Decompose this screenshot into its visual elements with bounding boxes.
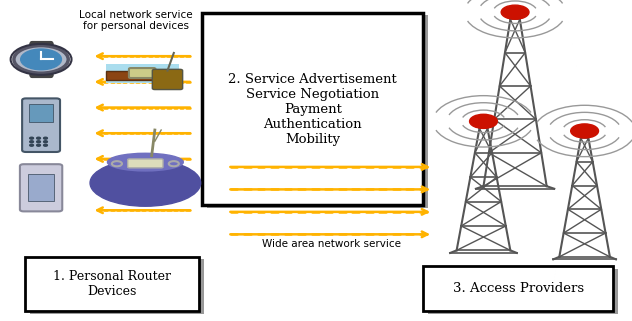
FancyBboxPatch shape	[428, 269, 618, 314]
Circle shape	[30, 144, 33, 146]
Text: Wide area network service: Wide area network service	[262, 239, 401, 249]
Text: Local network service
for personal devices: Local network service for personal devic…	[79, 10, 193, 31]
Circle shape	[44, 144, 47, 146]
Circle shape	[21, 49, 61, 70]
FancyBboxPatch shape	[22, 99, 60, 152]
Circle shape	[44, 137, 47, 139]
FancyBboxPatch shape	[207, 15, 428, 208]
FancyBboxPatch shape	[152, 69, 183, 90]
Circle shape	[501, 5, 529, 19]
Ellipse shape	[90, 160, 201, 206]
Circle shape	[30, 137, 33, 139]
FancyBboxPatch shape	[202, 13, 423, 205]
Text: 1. Personal Router
Devices: 1. Personal Router Devices	[53, 270, 171, 298]
FancyBboxPatch shape	[25, 257, 199, 311]
Circle shape	[37, 141, 40, 143]
FancyBboxPatch shape	[29, 103, 53, 122]
Text: 2. Service Advertisement
Service Negotiation
Payment
Authentication
Mobility: 2. Service Advertisement Service Negotia…	[228, 73, 398, 146]
Circle shape	[14, 46, 68, 73]
FancyBboxPatch shape	[106, 64, 179, 83]
FancyBboxPatch shape	[106, 71, 179, 80]
Circle shape	[571, 124, 599, 138]
FancyBboxPatch shape	[20, 164, 62, 212]
FancyBboxPatch shape	[30, 259, 204, 314]
FancyBboxPatch shape	[129, 68, 155, 78]
Circle shape	[470, 114, 497, 128]
FancyBboxPatch shape	[28, 174, 54, 202]
Circle shape	[37, 144, 40, 146]
Circle shape	[37, 137, 40, 139]
Ellipse shape	[107, 153, 183, 171]
Text: 3. Access Providers: 3. Access Providers	[453, 282, 584, 295]
FancyBboxPatch shape	[423, 266, 613, 311]
Circle shape	[44, 141, 47, 143]
Circle shape	[30, 141, 33, 143]
FancyBboxPatch shape	[128, 159, 163, 168]
